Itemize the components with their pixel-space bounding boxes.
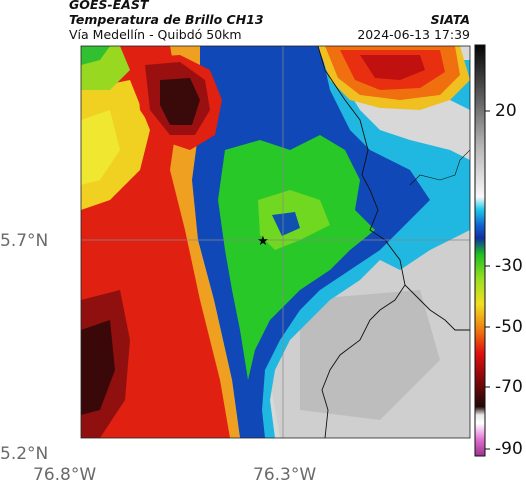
- colorbar-label-minus50: -50: [495, 317, 523, 337]
- lat-label-5.2: 5.2°N: [0, 444, 49, 464]
- colorbar-label-minus30: -30: [495, 256, 523, 276]
- lon-label-76.3: 76.3°W: [253, 465, 317, 485]
- border-line: [321, 284, 406, 438]
- lat-label-5.7: 5.7°N: [0, 231, 49, 251]
- timestamp-label: 2024-06-13 17:39: [357, 27, 470, 42]
- border-line: [317, 46, 470, 331]
- lon-label-76.8: 76.8°W: [33, 465, 97, 485]
- brightness-temperature-field: ★: [81, 46, 470, 438]
- colorbar-label-20: 20: [495, 101, 517, 121]
- colorbar-label-minus90: -90: [495, 439, 523, 459]
- region-label: Vía Medellín - Quibdó 50km: [69, 27, 242, 42]
- location-star-marker: ★: [257, 234, 269, 249]
- colorbar: [474, 44, 486, 457]
- satellite-name: GOES-EAST: [69, 0, 149, 12]
- colorbar-label-minus70: -70: [495, 377, 523, 397]
- product-title: Temperatura de Brillo CH13: [69, 12, 264, 27]
- agency-label: SIATA: [430, 12, 470, 27]
